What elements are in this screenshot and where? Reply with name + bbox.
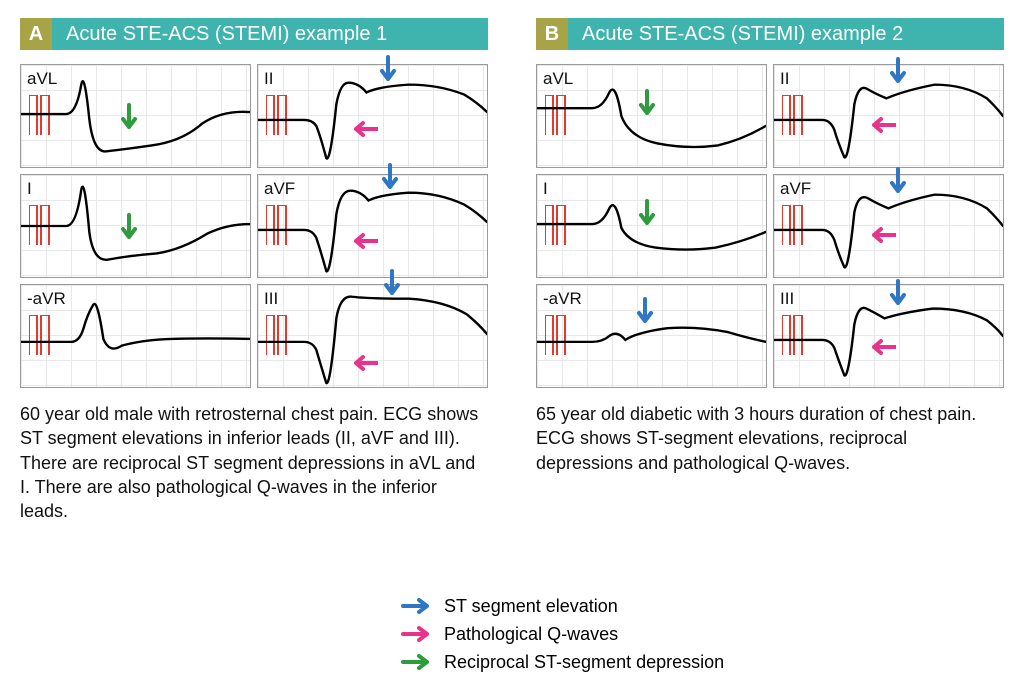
arrow-down-icon	[627, 199, 667, 239]
arrow-left-icon	[338, 221, 378, 261]
legend-row: ST segment elevation	[400, 595, 618, 617]
ecg-lead-box: III	[257, 284, 488, 388]
ecg-lead-box: aVF	[773, 174, 1004, 278]
ecg-lead-box: II	[773, 64, 1004, 168]
legend-label: ST segment elevation	[444, 596, 618, 617]
legend-label: Pathological Q-waves	[444, 624, 618, 645]
legend-row: Reciprocal ST-segment depression	[400, 651, 724, 673]
arrow-down-icon	[878, 57, 918, 97]
arrow-down-icon	[627, 89, 667, 129]
arrow-down-icon	[625, 297, 665, 337]
arrow-left-icon	[856, 327, 896, 367]
panel-header: BAcute STE-ACS (STEMI) example 2	[536, 18, 1004, 50]
arrow-right-icon	[400, 595, 434, 617]
ecg-trace	[21, 285, 250, 387]
ecg-lead-box: aVL	[20, 64, 251, 168]
panel-letter: A	[20, 18, 52, 50]
legend: ST segment elevation Pathological Q-waves…	[0, 595, 1024, 673]
arrow-right-icon	[400, 623, 434, 645]
panel-letter: B	[536, 18, 568, 50]
arrow-down-icon	[878, 167, 918, 207]
legend-label: Reciprocal ST-segment depression	[444, 652, 724, 673]
ecg-lead-box: -aVR	[536, 284, 767, 388]
panel-header: AAcute STE-ACS (STEMI) example 1	[20, 18, 488, 50]
ecg-grid: aVLIIIaVF-aVRIII	[20, 64, 488, 388]
arrow-down-icon	[368, 55, 408, 95]
ecg-grid: aVLIIIaVF-aVRIII	[536, 64, 1004, 388]
arrow-right-icon	[400, 651, 434, 673]
panel-caption: 60 year old male with retrosternal chest…	[20, 402, 488, 523]
panel: BAcute STE-ACS (STEMI) example 2aVLIIIaV…	[536, 18, 1004, 523]
ecg-lead-box: aVF	[257, 174, 488, 278]
arrow-down-icon	[109, 103, 149, 143]
arrow-left-icon	[856, 215, 896, 255]
arrow-left-icon	[856, 105, 896, 145]
ecg-lead-box: I	[536, 174, 767, 278]
ecg-lead-box: III	[773, 284, 1004, 388]
ecg-lead-box: -aVR	[20, 284, 251, 388]
panel-caption: 65 year old diabetic with 3 hours durati…	[536, 402, 1004, 475]
arrow-down-icon	[370, 163, 410, 203]
arrow-down-icon	[372, 269, 412, 309]
panel-title: Acute STE-ACS (STEMI) example 1	[52, 18, 488, 50]
panel-title: Acute STE-ACS (STEMI) example 2	[568, 18, 1004, 50]
arrow-down-icon	[878, 279, 918, 319]
ecg-lead-box: aVL	[536, 64, 767, 168]
legend-row: Pathological Q-waves	[400, 623, 618, 645]
arrow-left-icon	[338, 109, 378, 149]
arrow-down-icon	[109, 213, 149, 253]
ecg-lead-box: I	[20, 174, 251, 278]
ecg-lead-box: II	[257, 64, 488, 168]
arrow-left-icon	[338, 343, 378, 383]
panel: AAcute STE-ACS (STEMI) example 1aVLIIIaV…	[20, 18, 488, 523]
